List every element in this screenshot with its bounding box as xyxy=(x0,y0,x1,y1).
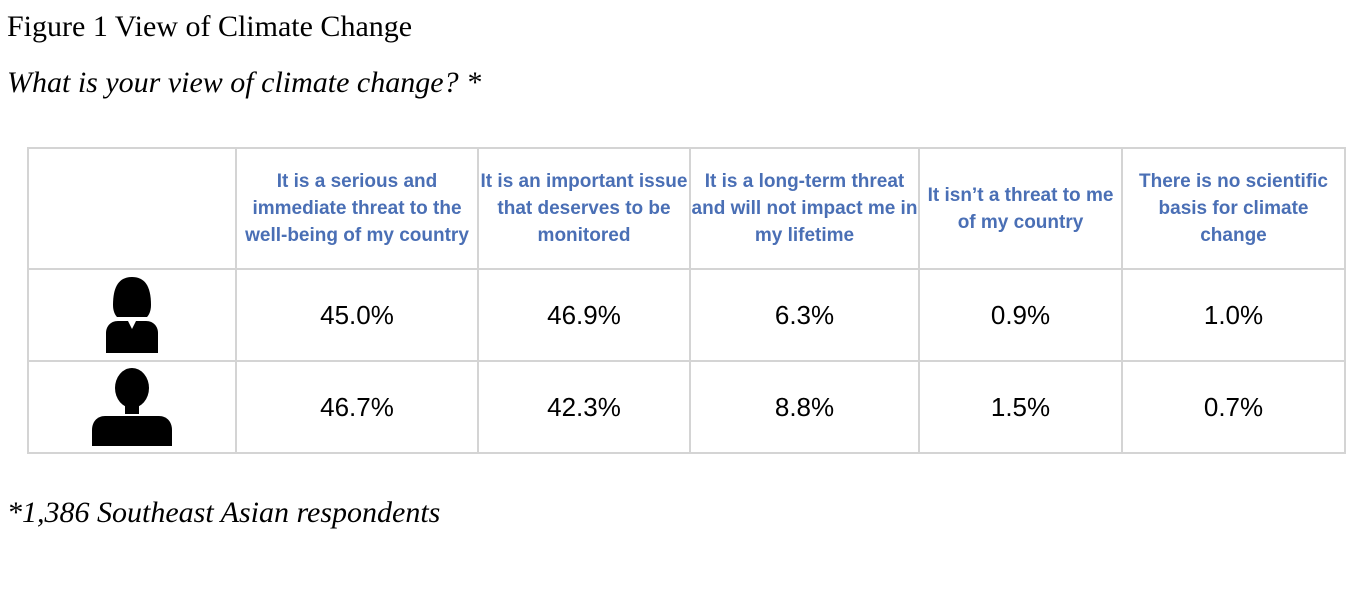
header-row: It is a serious and immediate threat to … xyxy=(27,147,1346,270)
row-icon-cell xyxy=(27,268,237,362)
column-header: It is a serious and immediate threat to … xyxy=(235,147,479,270)
column-header: It is a long-term threat and will not im… xyxy=(689,147,920,270)
row-icon-cell xyxy=(27,360,237,454)
data-cell: 0.7% xyxy=(1121,360,1346,454)
data-cell: 45.0% xyxy=(235,268,479,362)
male-person-icon xyxy=(92,368,172,446)
table-row-female: 45.0% 46.9% 6.3% 0.9% 1.0% xyxy=(27,268,1346,362)
data-cell: 1.0% xyxy=(1121,268,1346,362)
table-corner-cell xyxy=(27,147,237,270)
column-header: There is no scientific basis for climate… xyxy=(1121,147,1346,270)
data-cell: 46.9% xyxy=(477,268,691,362)
figure-title: Figure 1 View of Climate Change xyxy=(7,10,413,43)
column-header: It is an important issue that deserves t… xyxy=(477,147,691,270)
data-cell: 42.3% xyxy=(477,360,691,454)
respondents-footnote: *1,386 Southeast Asian respondents xyxy=(7,496,441,529)
data-cell: 0.9% xyxy=(918,268,1123,362)
figure-question: What is your view of climate change? * xyxy=(7,66,482,99)
female-person-icon xyxy=(106,277,158,353)
results-table: It is a serious and immediate threat to … xyxy=(27,147,1346,454)
table-row-male: 46.7% 42.3% 8.8% 1.5% 0.7% xyxy=(27,360,1346,454)
column-header: It isn’t a threat to me of my country xyxy=(918,147,1123,270)
data-cell: 8.8% xyxy=(689,360,920,454)
data-cell: 6.3% xyxy=(689,268,920,362)
data-cell: 46.7% xyxy=(235,360,479,454)
data-cell: 1.5% xyxy=(918,360,1123,454)
